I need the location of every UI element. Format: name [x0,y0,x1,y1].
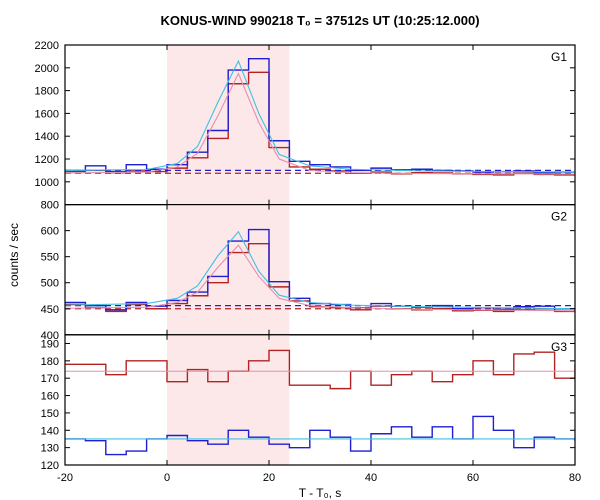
xtick-label: 40 [365,472,377,484]
xtick-label: 20 [263,472,275,484]
chart-title: KONUS-WIND 990218 T₀ = 37512s UT (10:25:… [160,13,479,28]
ytick-label: 180 [41,356,59,368]
ytick-label: 2000 [35,63,59,75]
series-S1-step [65,72,575,175]
panel-G3: 120 130 140 150 160 170 180 190 -20 0 20 40 60 80 G3 [41,335,581,484]
ytick-label: 150 [41,408,59,420]
series-fit1 [65,74,575,175]
ytick-label: 190 [41,338,59,350]
series-S2-step [65,230,575,311]
panel-label: G2 [551,210,567,224]
chart-container: KONUS-WIND 990218 T₀ = 37512s UT (10:25:… [0,0,600,500]
series-fit1 [65,245,575,311]
series-S2-step [65,416,575,454]
panel-frame [65,335,575,465]
panel-G1: 800 1000 1200 1400 1600 1800 2000 2200 G1 [35,40,575,212]
ytick-label: 120 [41,460,59,472]
ytick-label: 1000 [35,177,59,189]
series-S1-step [65,350,575,388]
ytick-label: 800 [41,200,59,212]
y-axis-label: counts / sec [7,223,21,287]
ytick-label: 1600 [35,108,59,120]
ytick-label: 450 [41,304,59,316]
ytick-label: 130 [41,443,59,455]
xtick-label: 80 [569,472,581,484]
panel-label: G1 [551,50,567,64]
ytick-label: 1200 [35,154,59,166]
series-fit2 [65,61,575,172]
panel-frame [65,45,575,205]
series-S2-step [65,59,575,173]
ytick-label: 140 [41,425,59,437]
ytick-label: 550 [41,252,59,264]
x-axis-label: T - T₀, s [299,486,342,500]
panel-label: G3 [551,340,567,354]
xtick-label: -20 [57,472,73,484]
xtick-label: 0 [164,472,170,484]
chart-svg: KONUS-WIND 990218 T₀ = 37512s UT (10:25:… [0,0,600,500]
ytick-label: 160 [41,391,59,403]
ytick-label: 170 [41,373,59,385]
ytick-label: 2200 [35,40,59,52]
series-fit2 [65,232,575,309]
panel-frame [65,205,575,335]
ytick-label: 500 [41,278,59,290]
panel-G2: 400450500550600G2 [41,205,575,342]
ytick-label: 1800 [35,86,59,98]
xtick-label: 60 [467,472,479,484]
highlight-band [167,335,289,465]
ytick-label: 1400 [35,131,59,143]
ytick-label: 600 [41,226,59,238]
